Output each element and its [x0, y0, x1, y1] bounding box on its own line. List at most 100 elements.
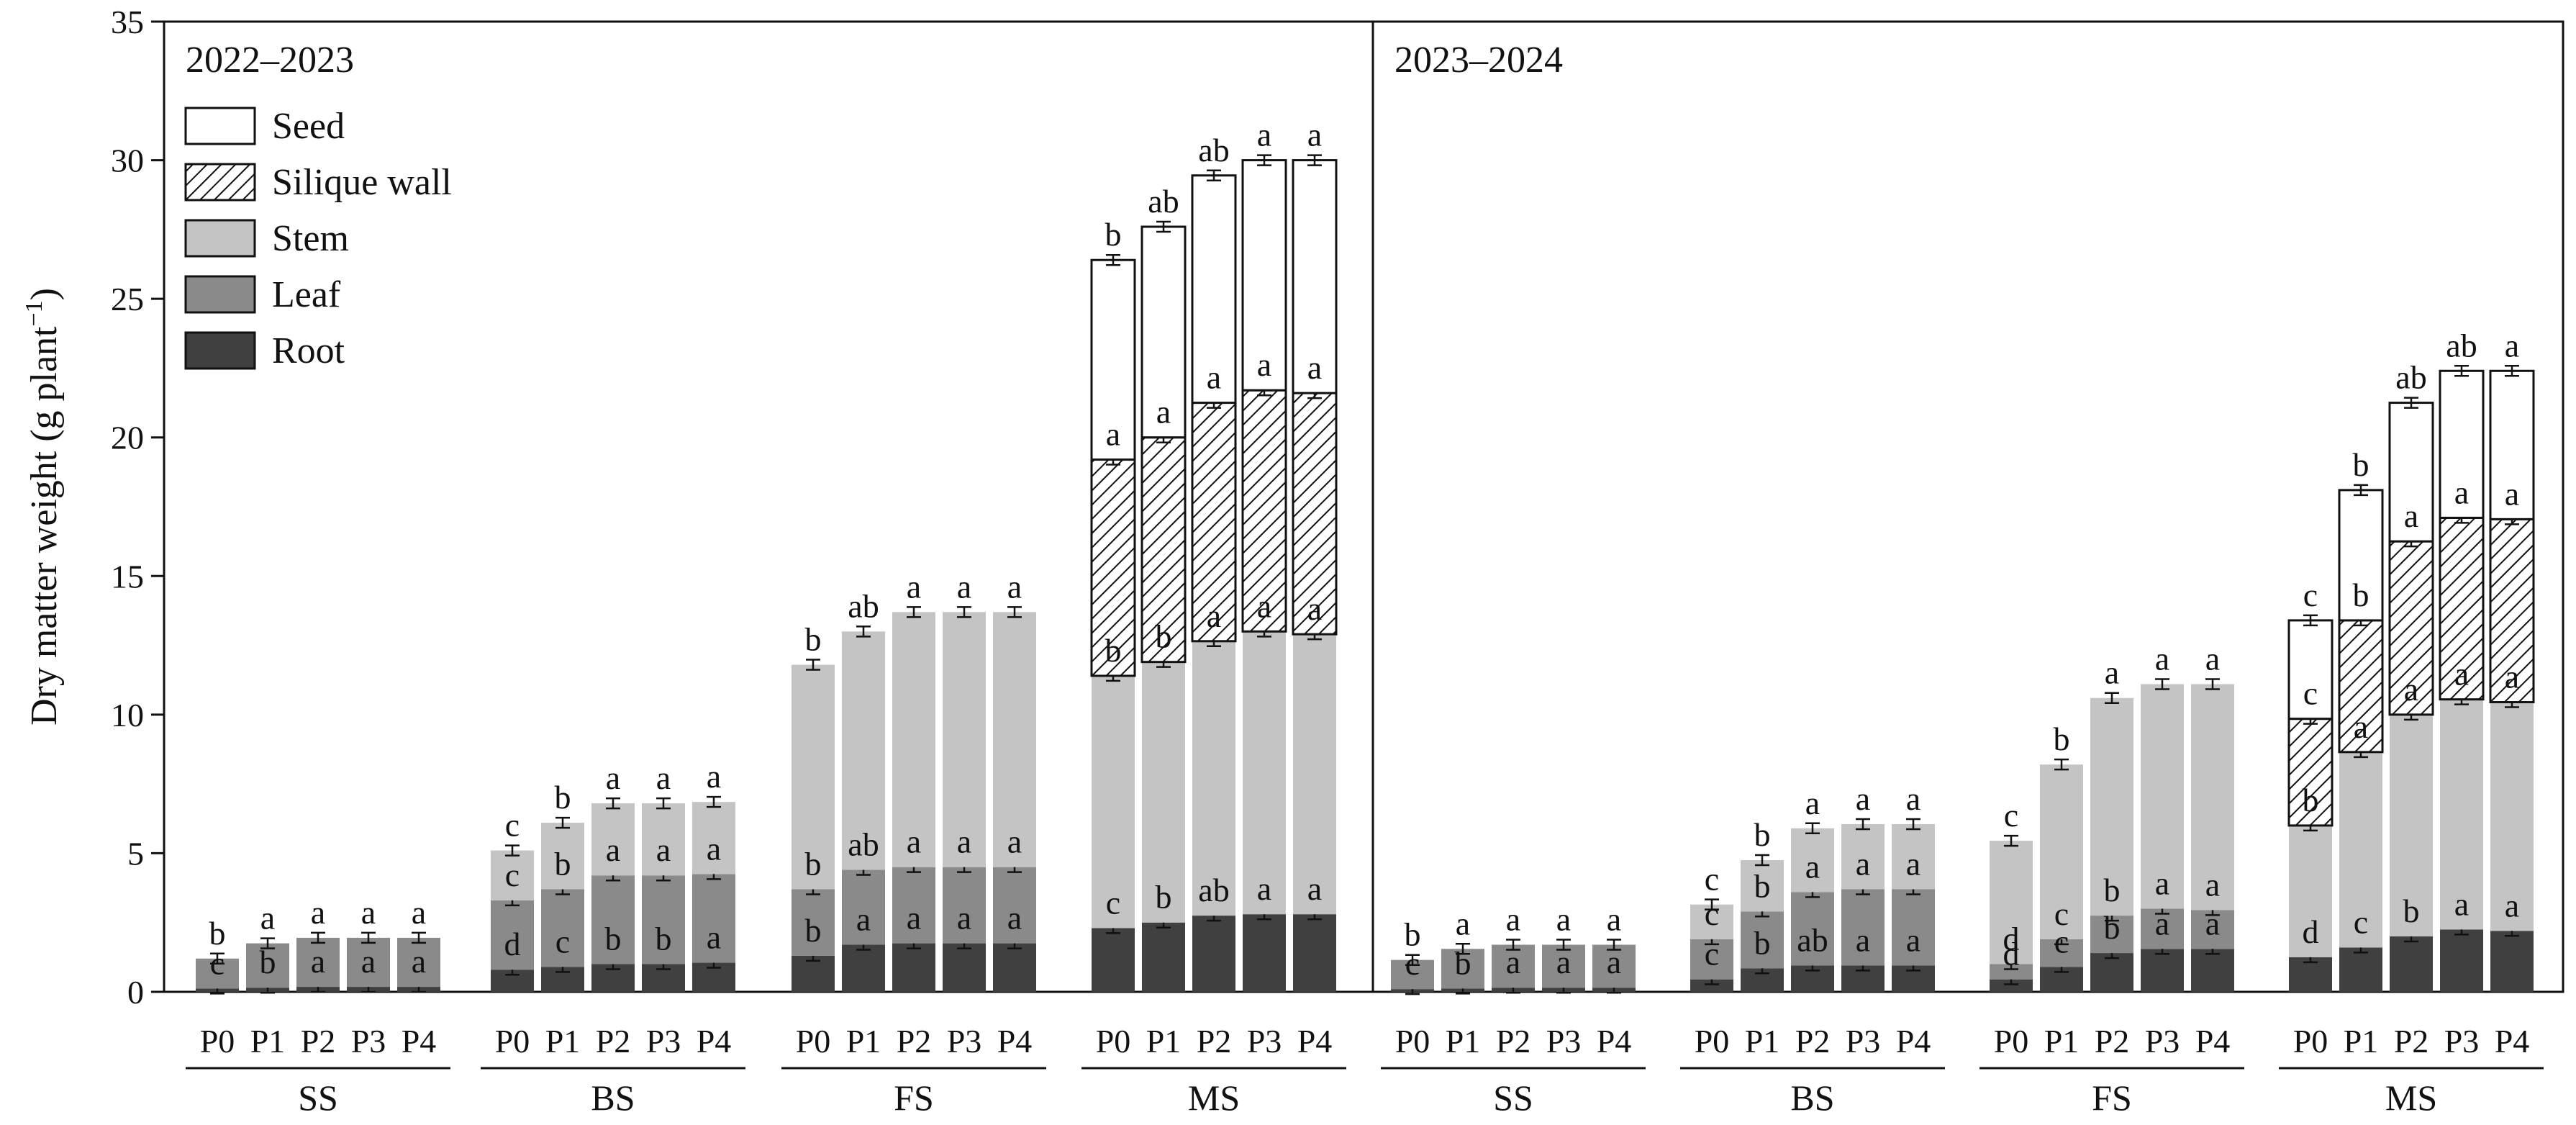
significance-label: c [2303, 675, 2318, 712]
bar-segment-silique-wall [2287, 718, 2334, 827]
significance-label: b [1754, 867, 1771, 904]
bar-segment-root [892, 943, 935, 992]
significance-label: a [1556, 901, 1571, 938]
significance-label: d [2003, 920, 2020, 957]
significance-label: ab [2395, 359, 2426, 396]
significance-label: a [856, 901, 871, 938]
bar-segment-leaf [1690, 939, 1733, 980]
x-tick-label: P0 [796, 1023, 831, 1060]
significance-label: a [2404, 671, 2418, 708]
x-tick-label: P2 [1197, 1023, 1232, 1060]
y-tick-label: 10 [111, 697, 144, 733]
bar-segment-leaf [1441, 949, 1484, 989]
significance-label: c [1405, 945, 1420, 982]
significance-label: c [2004, 797, 2018, 833]
bar-segment-leaf [892, 867, 935, 944]
significance-label: a [1556, 944, 1571, 980]
bar-segment-leaf [1841, 889, 1885, 966]
chart-text: 0 5 10 15 20 25 30 35 Dry matter weight (g plant… [21, 4, 2529, 1118]
significance-label: a [1856, 921, 1870, 958]
legend-swatch-root [184, 331, 256, 370]
legend-label: Silique wall [272, 162, 452, 203]
group-label: MS [1188, 1077, 1240, 1118]
significance-label: a [707, 830, 721, 867]
bar-segment-seed [2388, 402, 2434, 543]
bar-segment-stem [1791, 828, 1834, 893]
significance-label: a [1007, 568, 1022, 605]
x-tick-label: P1 [1745, 1023, 1780, 1060]
bar-segment-root [2490, 931, 2534, 992]
significance-label: a [260, 900, 275, 936]
x-tick-label: P1 [1146, 1023, 1182, 1060]
bar-segment-leaf [1990, 964, 2033, 980]
bar-segment-stem [591, 803, 635, 876]
significance-label: c [1705, 936, 1719, 972]
significance-label: b [2104, 909, 2121, 946]
x-tick-label: P4 [1297, 1023, 1333, 1060]
x-tick-label: P3 [351, 1023, 386, 1060]
significance-label: a [2454, 656, 2469, 692]
significance-label: b [260, 944, 276, 980]
bar-segment-silique-wall [1241, 389, 1287, 633]
significance-label: a [2354, 708, 2368, 745]
bar-segment-seed [2439, 369, 2485, 519]
significance-label: a [1906, 780, 1920, 817]
bar-segment-seed [1090, 258, 1136, 461]
x-tick-label: P1 [545, 1023, 581, 1060]
significance-label: a [1506, 901, 1520, 938]
bar-segment-root [1990, 979, 2033, 992]
bar-segment-stem [1990, 841, 2033, 964]
bar-segment-stem [692, 802, 735, 875]
bar-segment-stem [2040, 764, 2083, 939]
bar-segment-stem [491, 850, 534, 900]
significance-label: a [2454, 474, 2469, 510]
significance-label: a [606, 759, 620, 796]
significance-label: d [2303, 913, 2319, 950]
x-tick-label: P4 [2195, 1023, 2231, 1060]
significance-label: a [311, 943, 325, 980]
significance-label: b [2104, 872, 2121, 908]
y-tick-label: 35 [111, 4, 144, 40]
significance-label: a [2454, 885, 2469, 922]
significance-label: c [555, 923, 570, 959]
bar-segment-stem [2289, 825, 2332, 957]
significance-label: a [707, 919, 721, 956]
x-tick-label: P1 [846, 1023, 881, 1060]
y-tick-label: 25 [111, 281, 144, 317]
bar-segment-leaf [1791, 892, 1834, 966]
bar-segment-seed [1191, 174, 1237, 405]
bar-segment-root [1690, 979, 1733, 992]
significance-label: a [1257, 870, 1271, 907]
bar-segment-leaf [246, 943, 289, 988]
x-tick-label: P3 [2444, 1023, 2480, 1060]
bar-segment-root [1293, 914, 1336, 992]
bar-segment-stem [1741, 860, 1784, 912]
significance-label: b [555, 779, 571, 815]
significance-label: a [1307, 590, 1322, 627]
significance-label: a [361, 943, 376, 980]
significance-label: b [2353, 446, 2369, 483]
bar-segment-root [1243, 914, 1286, 992]
x-tick-label: P4 [1896, 1023, 1931, 1060]
x-tick-label: P3 [1247, 1023, 1282, 1060]
bar-segment-leaf [591, 875, 635, 964]
significance-label: a [1856, 780, 1870, 817]
significance-label: ab [1198, 872, 1229, 908]
significance-label: a [2505, 659, 2519, 695]
significance-label: b [805, 912, 822, 949]
x-tick-label: P2 [301, 1023, 336, 1060]
significance-label: c [2054, 923, 2069, 959]
bar-segment-leaf [792, 889, 835, 956]
significance-label: a [1207, 359, 1221, 396]
significance-label: a [2155, 864, 2169, 901]
bar-segment-seed [1241, 159, 1287, 392]
significance-label: a [907, 900, 921, 936]
significance-label: b [1105, 632, 1122, 669]
x-tick-label: P0 [1395, 1023, 1430, 1060]
bar-segment-root [943, 943, 986, 992]
significance-label: a [1307, 349, 1322, 386]
significance-label: b [1156, 618, 1172, 655]
significance-label: b [2403, 893, 2420, 929]
significance-label: c [1106, 884, 1120, 921]
bar-segment-stem [642, 803, 685, 876]
